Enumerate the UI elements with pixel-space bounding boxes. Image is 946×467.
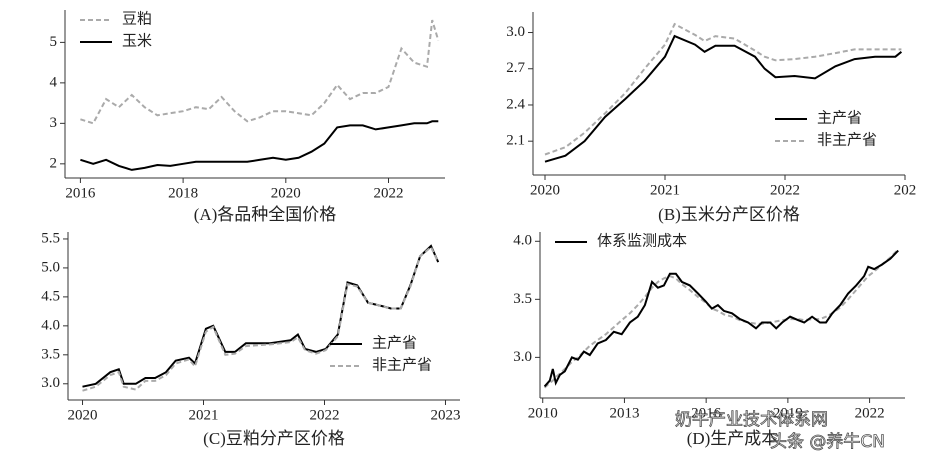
- legend-label: 非主产省: [372, 356, 432, 373]
- y-tick-label: 2.1: [506, 133, 525, 149]
- series-line: [543, 249, 899, 388]
- x-tick-label: 2022: [855, 405, 885, 421]
- x-tick-label: 2016: [691, 405, 722, 421]
- series-line: [544, 34, 903, 163]
- series-line: [80, 19, 440, 125]
- panel-caption: (D)生产成本: [687, 429, 779, 448]
- x-tick-label: 2010: [528, 405, 558, 421]
- series-line: [543, 248, 899, 389]
- series-line: [82, 245, 440, 392]
- y-tick-label: 3: [50, 115, 58, 131]
- y-tick-label: 4.5: [41, 288, 60, 304]
- y-tick-label: 3.0: [41, 375, 60, 391]
- legend-label: 豆粕: [122, 10, 152, 27]
- x-tick-label: 2021: [189, 407, 219, 423]
- y-tick-label: 5: [50, 34, 58, 50]
- x-tick-label: 2020: [530, 182, 560, 198]
- y-tick-label: 3.5: [41, 346, 60, 362]
- y-tick-label: 2: [50, 155, 58, 171]
- x-tick-label: 2020: [68, 407, 98, 423]
- y-tick-label: 3.0: [513, 349, 532, 365]
- y-tick-label: 4.0: [513, 233, 532, 249]
- panel-caption: (C)豆粕分产区价格: [203, 429, 345, 448]
- y-tick-label: 5.0: [41, 259, 60, 275]
- legend-label: 玉米: [122, 32, 152, 49]
- legend-label: 体系监测成本: [597, 232, 687, 249]
- panel-caption: (A)各品种全国价格: [194, 205, 337, 224]
- x-tick-label: 2021: [650, 182, 680, 198]
- legend-label: 主产省: [372, 334, 417, 351]
- legend-label: 非主产省: [817, 131, 877, 148]
- x-tick-label: 2022: [770, 182, 800, 198]
- legend-label: 主产省: [817, 109, 862, 126]
- y-tick-label: 2.7: [506, 60, 525, 76]
- x-tick-label: 2023: [430, 407, 460, 423]
- watermark: 奶牛产业技术体系网: [675, 410, 828, 430]
- x-tick-label: 2020: [271, 185, 301, 201]
- y-tick-label: 4.0: [41, 317, 60, 333]
- watermark: 头条 @养牛CN: [770, 432, 885, 452]
- series-line: [544, 22, 902, 156]
- y-tick-label: 2.4: [506, 96, 525, 112]
- y-tick-label: 3.0: [506, 24, 525, 40]
- x-tick-label: 202: [894, 182, 917, 198]
- y-tick-label: 4: [50, 74, 58, 90]
- x-tick-label: 2018: [168, 185, 198, 201]
- x-tick-label: 2016: [65, 185, 96, 201]
- x-tick-label: 2019: [773, 405, 803, 421]
- y-tick-label: 3.5: [513, 291, 532, 307]
- series-line: [80, 120, 439, 171]
- x-tick-label: 2022: [374, 185, 404, 201]
- panel-caption: (B)玉米分产区价格: [658, 205, 800, 224]
- x-tick-label: 2022: [309, 407, 339, 423]
- y-tick-label: 5.5: [41, 230, 60, 246]
- x-tick-label: 2013: [609, 405, 639, 421]
